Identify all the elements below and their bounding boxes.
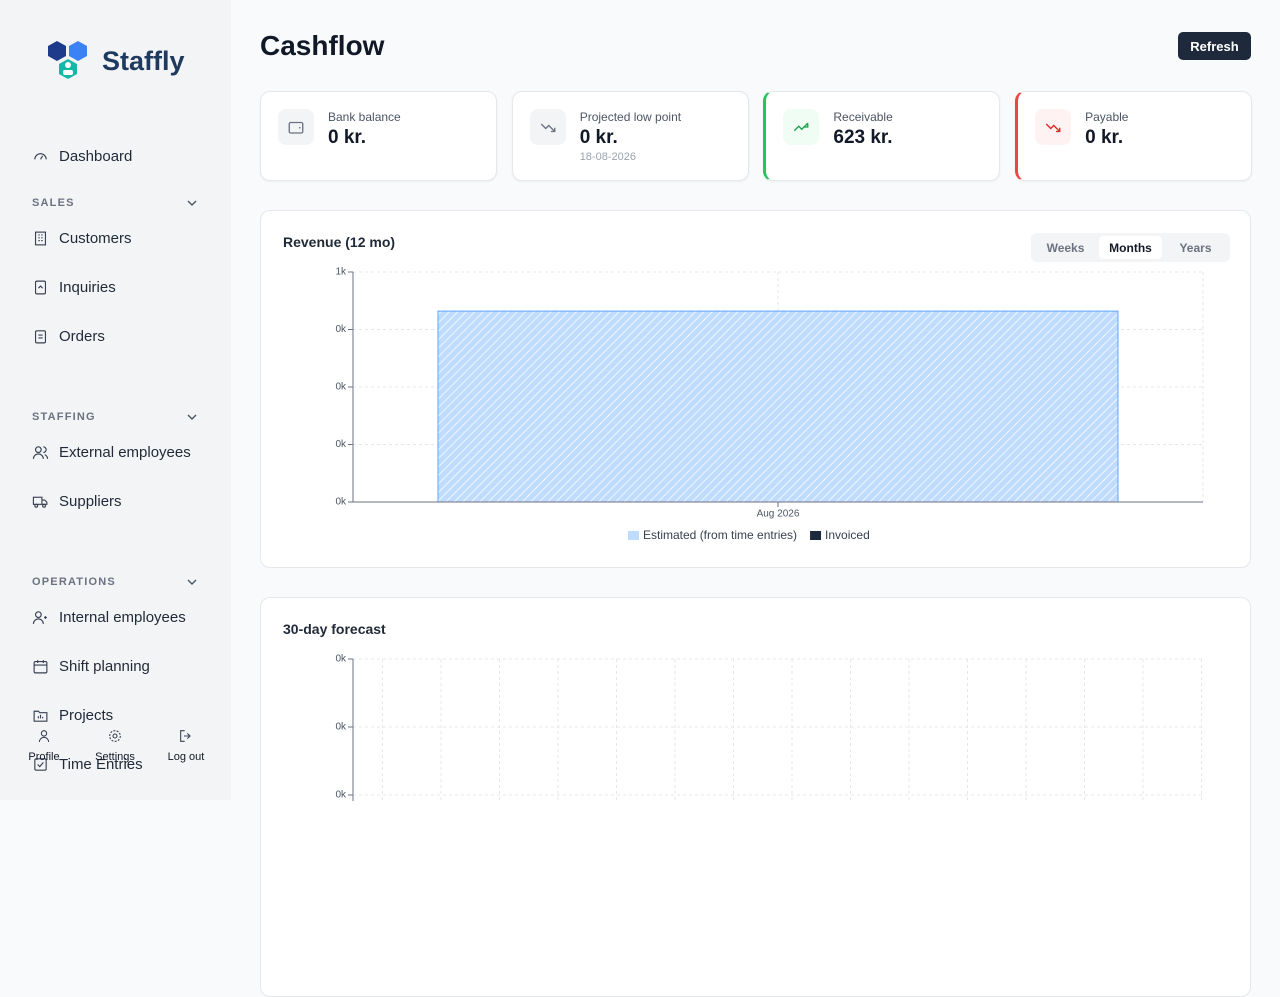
legend-label: Invoiced <box>825 528 870 542</box>
tab[interactable]: Years <box>1179 240 1212 255</box>
nav-item[interactable]: Shift planning <box>32 658 150 675</box>
card-icon <box>278 109 314 145</box>
nav-item[interactable]: Dashboard <box>32 148 132 165</box>
card-label: Bank balance <box>328 110 401 124</box>
nav-item[interactable]: Suppliers <box>32 493 122 510</box>
nav-item[interactable]: Customers <box>32 230 132 247</box>
nav-label: Shift planning <box>59 658 150 675</box>
revenue-panel: Revenue (12 mo) Weeks Months Years 0k 0k 0k 0… <box>260 210 1251 568</box>
nav-label: Projects <box>59 707 114 724</box>
sidebar: Staffly Dashboard SALES Customers Inquiries… <box>0 0 231 800</box>
card-date: 18-08-2026 <box>579 151 636 163</box>
y-tick-label: 0k <box>335 324 347 335</box>
stat-card: Payable 0 kr. <box>1015 91 1253 181</box>
section-header[interactable]: STAFFING <box>32 411 198 423</box>
nav-item[interactable]: Inquiries <box>32 279 116 296</box>
stat-card: Receivable 623 kr. <box>763 91 1001 181</box>
y-tick-label: 1k <box>335 267 347 278</box>
refresh-button[interactable]: Refresh <box>1178 32 1251 60</box>
card-icon <box>1035 109 1072 145</box>
page-title: Cashflow <box>260 30 385 61</box>
section-title: OPERATIONS <box>32 576 116 588</box>
footer-label: Log out <box>167 751 205 763</box>
footer-item[interactable]: Log out <box>156 728 216 763</box>
card-icon <box>783 109 820 145</box>
y-tick-label: 0k <box>335 439 347 450</box>
card-label: Receivable <box>833 110 893 124</box>
card-value: 0 kr. <box>328 127 367 148</box>
legend-label: Estimated (from time entries) <box>643 528 797 542</box>
nav-label: Time Entries <box>59 756 143 773</box>
nav-item[interactable]: Orders <box>32 328 105 345</box>
brand: Staffly <box>102 46 185 76</box>
nav-item[interactable]: Internal employees <box>32 609 186 626</box>
card-label: Projected low point <box>579 110 682 124</box>
section-title: SALES <box>32 197 75 209</box>
nav-item[interactable]: Projects <box>32 707 113 724</box>
y-tick-label: 0k <box>335 654 347 665</box>
card-value: 0 kr. <box>579 127 618 148</box>
panel-title: Revenue (12 mo) <box>283 234 396 250</box>
page: Staffly Dashboard SALES Customers Inquiries… <box>0 0 1253 997</box>
tab[interactable]: Weeks <box>1046 240 1085 255</box>
section-header[interactable]: SALES <box>32 197 198 209</box>
nav-item[interactable]: External employees <box>32 444 191 461</box>
nav-label: Inquiries <box>59 279 116 296</box>
nav-label: Customers <box>59 230 132 247</box>
logo <box>48 41 87 79</box>
stat-card: Projected low point 0 kr. 18-08-2026 <box>511 91 749 181</box>
card-label: Payable <box>1085 110 1129 124</box>
legend-swatch <box>810 531 822 540</box>
footer-item[interactable]: Profile <box>14 728 74 763</box>
nav-label: Dashboard <box>59 148 133 165</box>
section-header[interactable]: OPERATIONS <box>32 576 198 588</box>
panel-title: 30-day forecast <box>283 621 386 637</box>
y-tick-label: 0k <box>335 722 347 733</box>
revenue-chart: 0k 0k 0k 0k 1k Aug 2026 Estimated (from time e… <box>335 267 1204 542</box>
forecast-chart: 0k 0k 0k <box>335 654 1203 801</box>
nav-label: External employees <box>59 444 191 461</box>
bar <box>437 310 1119 503</box>
card-icon <box>529 109 566 145</box>
forecast-panel: 30-day forecast 0k 0k 0k <box>260 597 1251 997</box>
nav-label: Suppliers <box>59 493 122 510</box>
y-tick-label: 0k <box>335 790 347 801</box>
card-value: 0 kr. <box>1085 127 1124 148</box>
nav-item[interactable]: Time Entries <box>32 756 143 773</box>
y-tick-label: 0k <box>335 497 347 508</box>
x-tick-label: Aug 2026 <box>757 509 800 520</box>
y-tick-label: 0k <box>335 382 347 393</box>
stat-card: Bank balance 0 kr. <box>260 91 497 181</box>
footer-label: Settings <box>95 751 135 763</box>
tabs: Weeks Months Years <box>1031 233 1230 262</box>
nav-label: Orders <box>59 328 105 345</box>
footer-label: Profile <box>28 751 60 763</box>
tab[interactable]: Months <box>1099 236 1162 259</box>
footer-item[interactable]: Settings <box>85 728 145 763</box>
nav-label: Internal employees <box>59 609 186 626</box>
legend-swatch <box>628 531 639 540</box>
card-value: 623 kr. <box>833 127 893 148</box>
section-title: STAFFING <box>32 411 96 423</box>
